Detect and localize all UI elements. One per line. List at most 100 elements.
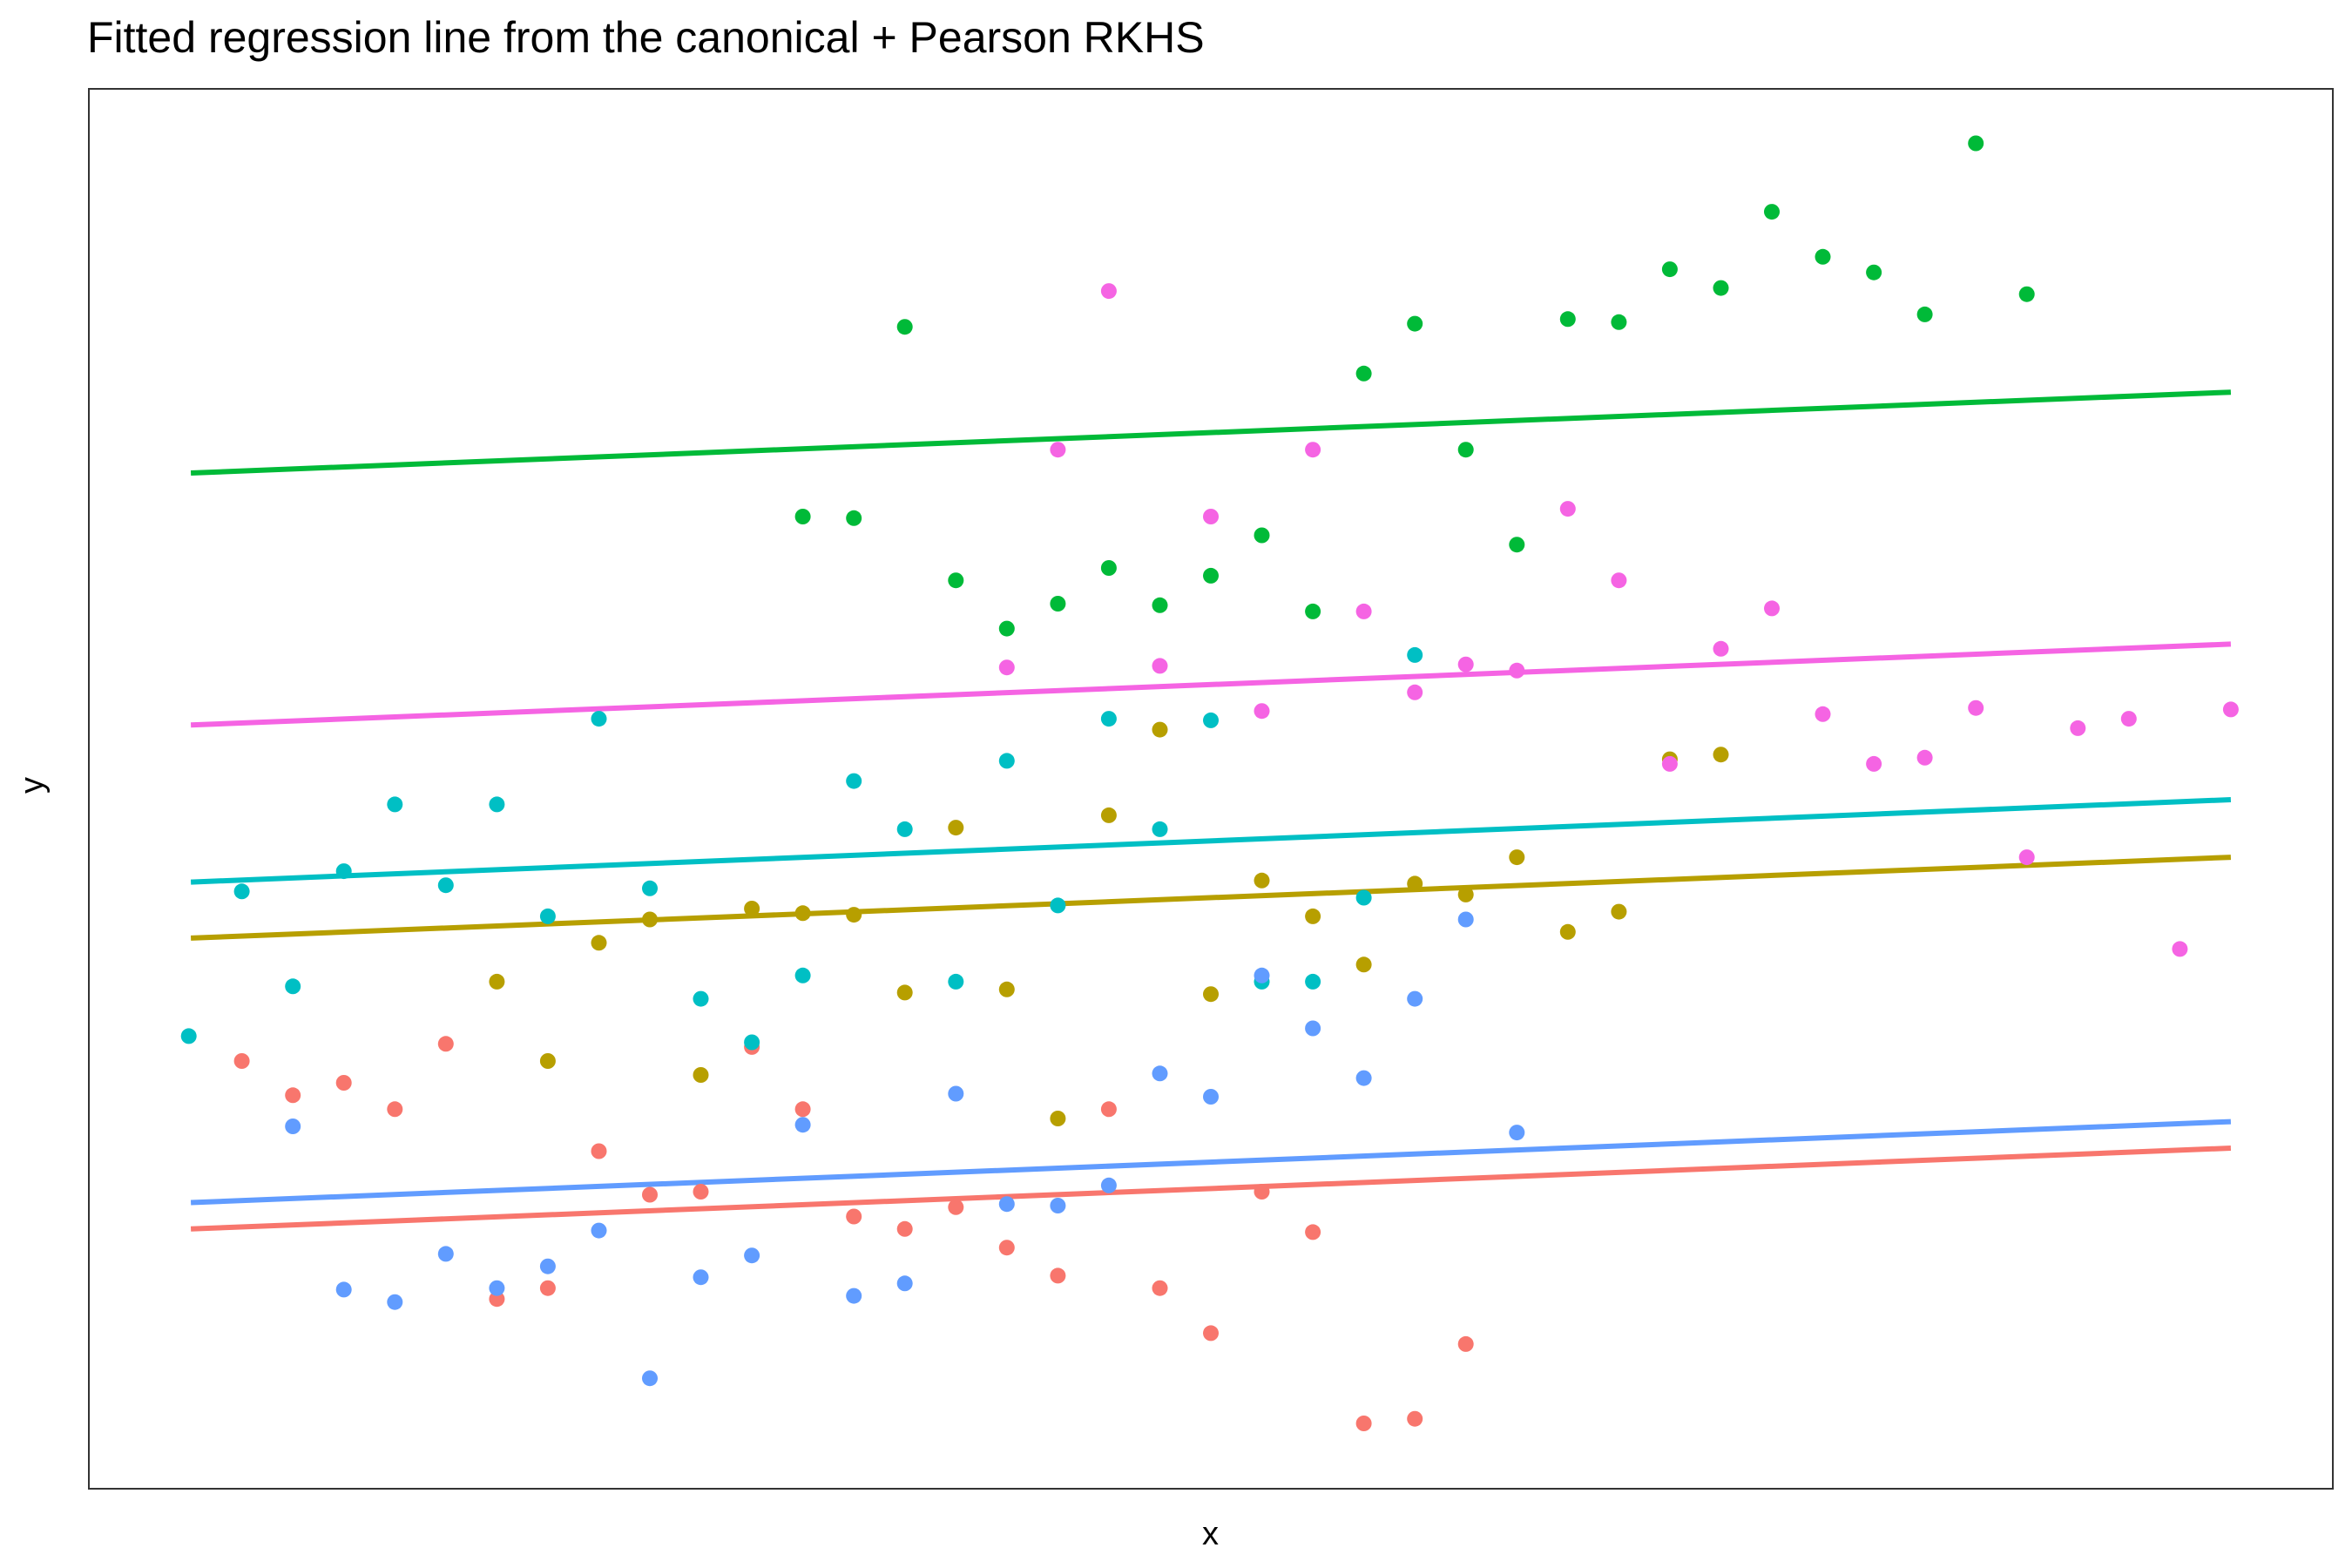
data-point-series-6-3 [1100,283,1117,300]
data-point-series-3-9 [1203,567,1219,584]
data-point-series-1-5 [437,1036,454,1052]
data-point-series-6-22 [2070,720,2086,736]
data-point-series-6-13 [1611,572,1627,589]
regression-line-series-3 [190,389,2232,476]
regression-lines [190,389,2232,1232]
data-point-series-4-7 [489,796,505,813]
data-point-series-5-4 [437,1246,454,1262]
data-point-series-1-16 [998,1240,1015,1256]
data-point-series-3-5 [998,620,1015,637]
data-point-series-2-5 [693,1067,709,1083]
data-point-series-2-13 [1100,807,1117,823]
data-point-series-6-21 [2018,849,2035,866]
data-point-series-4-14 [846,773,862,789]
data-point-series-2-1 [489,973,505,990]
scatter-points [180,135,2239,1431]
data-point-series-5-24 [1457,911,1474,928]
x-axis-label: x [1202,1516,1219,1552]
data-point-series-5-8 [642,1370,658,1387]
data-point-series-4-4 [335,863,352,880]
data-point-series-3-15 [1509,537,1525,553]
data-point-series-1-19 [1152,1280,1168,1296]
data-point-series-4-9 [591,711,607,727]
data-point-series-6-8 [1355,603,1372,619]
data-point-series-1-4 [387,1101,403,1118]
data-point-series-1-24 [1407,1410,1423,1427]
data-point-series-1-25 [1457,1335,1474,1352]
data-point-series-1-14 [896,1220,913,1237]
chart-title: Fitted regression line from the canonica… [87,13,1205,62]
data-point-series-1-3 [335,1075,352,1091]
data-point-series-4-24 [1355,889,1372,906]
data-point-series-6-25 [2222,701,2239,718]
data-point-series-6-1 [998,659,1015,676]
data-point-series-6-23 [2120,711,2137,727]
data-point-series-5-20 [1254,967,1270,983]
data-point-series-3-4 [948,572,964,589]
data-point-series-3-18 [1661,261,1678,278]
data-point-series-3-13 [1407,315,1423,332]
regression-line-series-5 [190,1119,2232,1206]
data-point-series-3-3 [896,319,913,335]
data-point-series-2-4 [642,911,658,928]
data-point-series-2-9 [896,984,913,1001]
data-point-series-5-13 [896,1275,913,1292]
data-point-series-1-17 [1050,1267,1066,1284]
data-point-series-2-19 [1407,875,1423,892]
data-point-series-2-17 [1305,908,1321,924]
data-point-series-1-7 [539,1280,556,1296]
data-point-series-6-6 [1254,703,1270,720]
data-point-series-4-6 [437,877,454,894]
data-point-series-1-15 [948,1199,964,1215]
data-point-series-3-11 [1305,603,1321,619]
data-point-series-4-25 [1407,646,1423,663]
panel-border [88,88,2334,1490]
data-point-series-2-14 [1152,721,1168,738]
data-point-series-6-17 [1815,706,1831,722]
data-point-series-6-16 [1764,600,1780,617]
regression-line-series-2 [190,855,2232,941]
data-point-series-5-14 [948,1085,964,1102]
data-point-series-5-16 [1050,1198,1066,1213]
data-point-series-4-12 [744,1034,760,1051]
data-point-series-3-22 [1866,264,1882,280]
data-point-series-1-22 [1305,1224,1321,1240]
data-point-series-5-21 [1305,1020,1321,1037]
data-point-series-3-8 [1152,597,1168,613]
data-point-series-3-12 [1355,365,1372,382]
data-point-series-3-14 [1457,442,1474,458]
data-point-series-4-23 [1305,973,1321,990]
data-point-series-6-24 [2172,941,2188,957]
data-point-series-6-12 [1559,501,1576,517]
data-point-series-6-4 [1152,658,1168,674]
data-point-series-5-25 [1509,1125,1525,1141]
data-point-series-5-9 [693,1269,709,1286]
data-point-series-1-13 [846,1208,862,1225]
data-point-series-3-1 [794,509,811,524]
data-point-series-5-1 [285,1119,301,1134]
data-point-series-2-6 [744,901,760,916]
data-point-series-4-8 [539,908,556,924]
data-point-series-3-17 [1611,314,1627,330]
data-point-series-5-10 [744,1247,760,1264]
data-point-series-2-21 [1509,849,1525,866]
data-point-series-4-21 [1203,712,1219,728]
data-point-series-6-7 [1305,442,1321,458]
regression-line-series-4 [190,797,2232,885]
data-point-series-3-10 [1254,527,1270,544]
data-point-series-6-9 [1407,684,1423,700]
data-point-series-4-3 [285,978,301,995]
data-point-series-5-22 [1355,1070,1372,1086]
data-point-series-1-23 [1355,1416,1372,1431]
data-point-series-4-10 [642,880,658,896]
data-point-series-3-2 [846,510,862,526]
data-point-series-2-8 [846,907,862,923]
data-point-series-1-12 [794,1101,811,1118]
data-point-series-2-16 [1254,872,1270,889]
data-point-series-5-18 [1152,1065,1168,1082]
data-point-series-2-3 [591,935,607,951]
data-point-series-5-3 [387,1294,403,1310]
data-point-series-6-2 [1050,442,1066,458]
regression-line-series-1 [190,1146,2232,1232]
